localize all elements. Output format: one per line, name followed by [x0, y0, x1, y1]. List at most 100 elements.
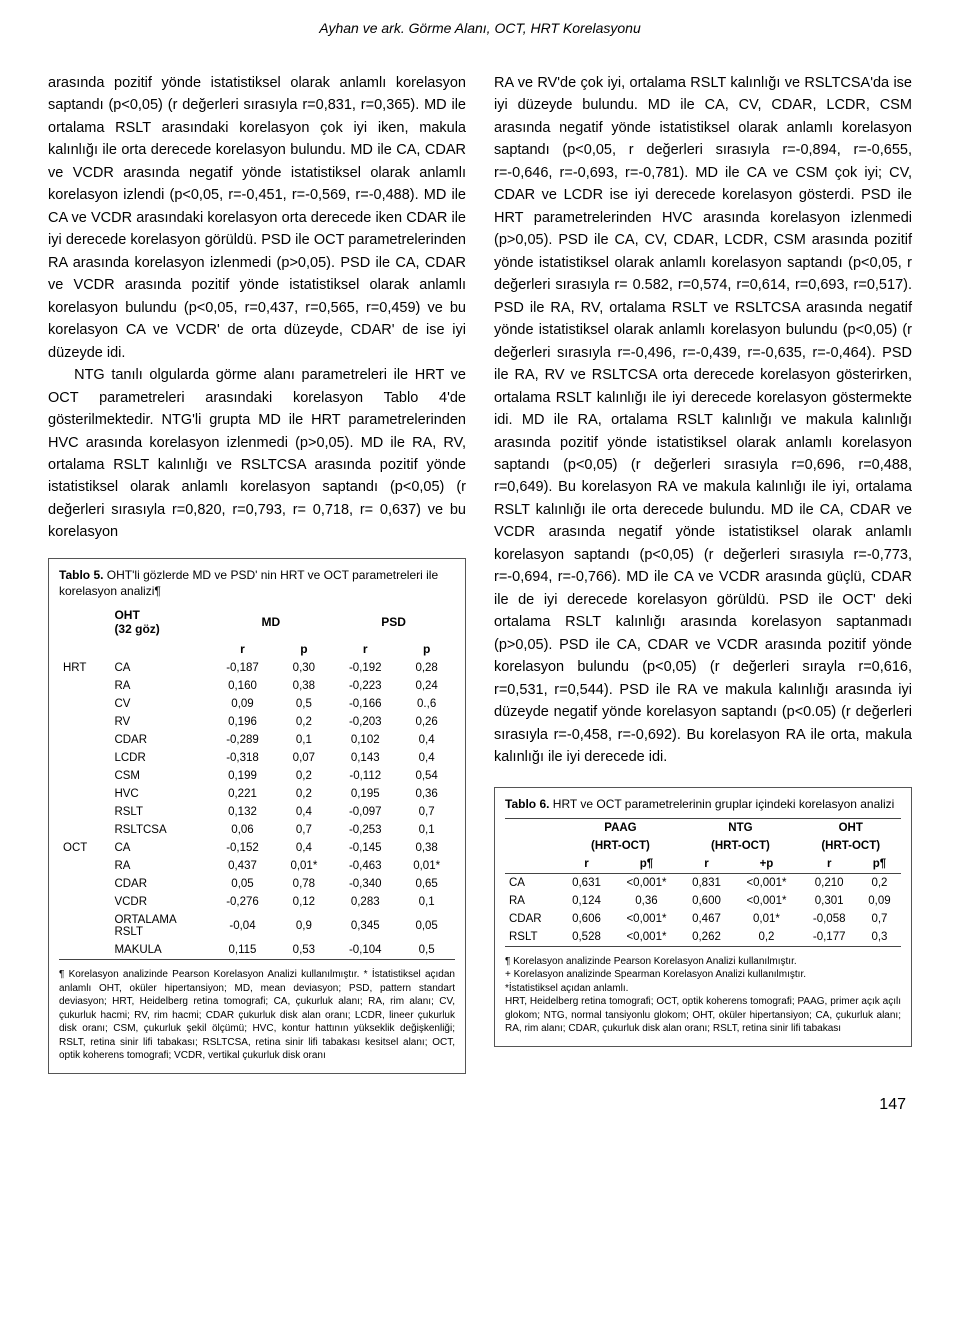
t5-param-cell: LCDR — [114, 749, 209, 767]
t6-sub-1: (HRT-OCT) — [560, 837, 680, 855]
t5-group-cell — [59, 713, 114, 731]
t5-value-cell: 0,54 — [398, 767, 455, 785]
t5-head-goz: (32 göz) — [114, 622, 159, 636]
t5-value-cell: 0,1 — [398, 821, 455, 839]
t5-group-cell — [59, 803, 114, 821]
table-5-grid: OHT (32 göz) MD PSD r p r p — [59, 605, 455, 960]
t5-head-r2: r — [332, 639, 398, 659]
t5-value-cell: 0,221 — [209, 785, 275, 803]
t5-value-cell: 0,2 — [276, 713, 333, 731]
table-6-footnotes: ¶ Korelasyon analizinde Pearson Korelasy… — [505, 955, 901, 1036]
t5-value-cell: 0,143 — [332, 749, 398, 767]
t6-value-cell: 0,09 — [858, 892, 901, 910]
t5-value-cell: 0,4 — [276, 839, 333, 857]
table-6: Tablo 6. HRT ve OCT parametrelerinin gru… — [494, 787, 912, 1047]
t5-param-cell: RSLT — [114, 803, 209, 821]
t5-value-cell: 0,05 — [209, 875, 275, 893]
t5-value-cell: -0,463 — [332, 857, 398, 875]
table-6-caption: Tablo 6. HRT ve OCT parametrelerinin gru… — [505, 796, 901, 812]
table-5-caption: Tablo 5. OHT'li gözlerde MD ve PSD' nin … — [59, 567, 455, 599]
t5-param-cell: HVC — [114, 785, 209, 803]
t5-value-cell: 0,437 — [209, 857, 275, 875]
t5-value-cell: 0,5 — [276, 695, 333, 713]
table-row: ORTALAMA RSLT-0,040,90,3450,05 — [59, 911, 455, 941]
t6-value-cell: 0,01* — [733, 910, 801, 928]
t5-value-cell: -0,152 — [209, 839, 275, 857]
t5-value-cell: 0,195 — [332, 785, 398, 803]
t5-group-cell — [59, 749, 114, 767]
t5-param-cell: CDAR — [114, 731, 209, 749]
t5-value-cell: 0,115 — [209, 941, 275, 960]
t5-head-r1: r — [209, 639, 275, 659]
t5-value-cell: 0,38 — [276, 677, 333, 695]
t5-value-cell: 0,2 — [276, 785, 333, 803]
table-row: CDAR-0,2890,10,1020,4 — [59, 731, 455, 749]
table-row: RSLT0,528<0,001*0,2620,2-0,1770,3 — [505, 928, 901, 947]
t5-value-cell: 0,01* — [276, 857, 333, 875]
table-row: RA0,4370,01*-0,4630,01* — [59, 857, 455, 875]
t5-group-cell: OCT — [59, 839, 114, 857]
t5-value-cell: -0,145 — [332, 839, 398, 857]
t5-value-cell: 0,38 — [398, 839, 455, 857]
t5-value-cell: -0,192 — [332, 659, 398, 677]
table-row: RA0,1600,38-0,2230,24 — [59, 677, 455, 695]
table-5-footnotes: ¶ Korelasyon analizinde Pearson Korelasy… — [59, 968, 455, 1063]
t5-value-cell: -0,203 — [332, 713, 398, 731]
t5-value-cell: 0,24 — [398, 677, 455, 695]
t5-value-cell: 0,26 — [398, 713, 455, 731]
table-5-caption-rest: OHT'li gözlerde MD ve PSD' nin HRT ve OC… — [59, 568, 438, 598]
t6-label-cell: RSLT — [505, 928, 560, 947]
t5-head-oht: OHT — [114, 608, 139, 622]
t6-value-cell: 0,606 — [560, 910, 612, 928]
t5-value-cell: 0.,6 — [398, 695, 455, 713]
t6-head-oht: OHT — [800, 818, 901, 837]
t6-head-ntg: NTG — [680, 818, 800, 837]
t6-value-cell: 0,528 — [560, 928, 612, 947]
t6-label-cell: CA — [505, 873, 560, 892]
t6-h-p3: p¶ — [858, 855, 901, 874]
t5-head-p2: p — [398, 639, 455, 659]
table-5-caption-bold: Tablo 5. — [59, 568, 103, 582]
t6-value-cell: 0,36 — [613, 892, 681, 910]
t6-value-cell: 0,7 — [858, 910, 901, 928]
t5-value-cell: 0,283 — [332, 893, 398, 911]
t5-value-cell: 0,4 — [398, 731, 455, 749]
t5-param-cell: VCDR — [114, 893, 209, 911]
t5-value-cell: -0,253 — [332, 821, 398, 839]
t5-value-cell: 0,2 — [276, 767, 333, 785]
left-column: arasında pozitif yönde istatistiksel ola… — [48, 72, 466, 1074]
table-row: HVC0,2210,20,1950,36 — [59, 785, 455, 803]
table-row: CSM0,1990,2-0,1120,54 — [59, 767, 455, 785]
right-column: RA ve RV'de çok iyi, ortalama RSLT kalın… — [494, 72, 912, 1074]
t5-param-cell: CDAR — [114, 875, 209, 893]
t5-head-p1: p — [276, 639, 333, 659]
t5-value-cell: 0,9 — [276, 911, 333, 941]
table-6-grid: PAAG NTG OHT (HRT-OCT) (HRT-OCT) (HRT-OC… — [505, 818, 901, 947]
t5-value-cell: 0,78 — [276, 875, 333, 893]
table-row: VCDR-0,2760,120,2830,1 — [59, 893, 455, 911]
t6-value-cell: 0,210 — [800, 873, 857, 892]
t6-value-cell: 0,3 — [858, 928, 901, 947]
table-row: RSLT0,1320,4-0,0970,7 — [59, 803, 455, 821]
t6-value-cell: <0,001* — [613, 910, 681, 928]
table-row: CV0,090,5-0,1660.,6 — [59, 695, 455, 713]
t5-value-cell: 0,7 — [276, 821, 333, 839]
t6-h-p2: +p — [733, 855, 801, 874]
t6-value-cell: 0,467 — [680, 910, 732, 928]
table-row: MAKULA0,1150,53-0,1040,5 — [59, 941, 455, 960]
t5-value-cell: 0,07 — [276, 749, 333, 767]
t5-value-cell: 0,199 — [209, 767, 275, 785]
t5-value-cell: -0,166 — [332, 695, 398, 713]
t5-group-cell — [59, 875, 114, 893]
running-head: Ayhan ve ark. Görme Alanı, OCT, HRT Kore… — [48, 20, 912, 36]
t6-value-cell: -0,177 — [800, 928, 857, 947]
t6-value-cell: <0,001* — [733, 892, 801, 910]
page-number: 147 — [48, 1096, 912, 1114]
t6-value-cell: 0,600 — [680, 892, 732, 910]
table-row: CDAR0,606<0,001*0,4670,01*-0,0580,7 — [505, 910, 901, 928]
table-row: HRTCA-0,1870,30-0,1920,28 — [59, 659, 455, 677]
t6-h-r3: r — [800, 855, 857, 874]
t5-value-cell: -0,318 — [209, 749, 275, 767]
t6-h-r1: r — [560, 855, 612, 874]
table-row: RSLTCSA0,060,7-0,2530,1 — [59, 821, 455, 839]
